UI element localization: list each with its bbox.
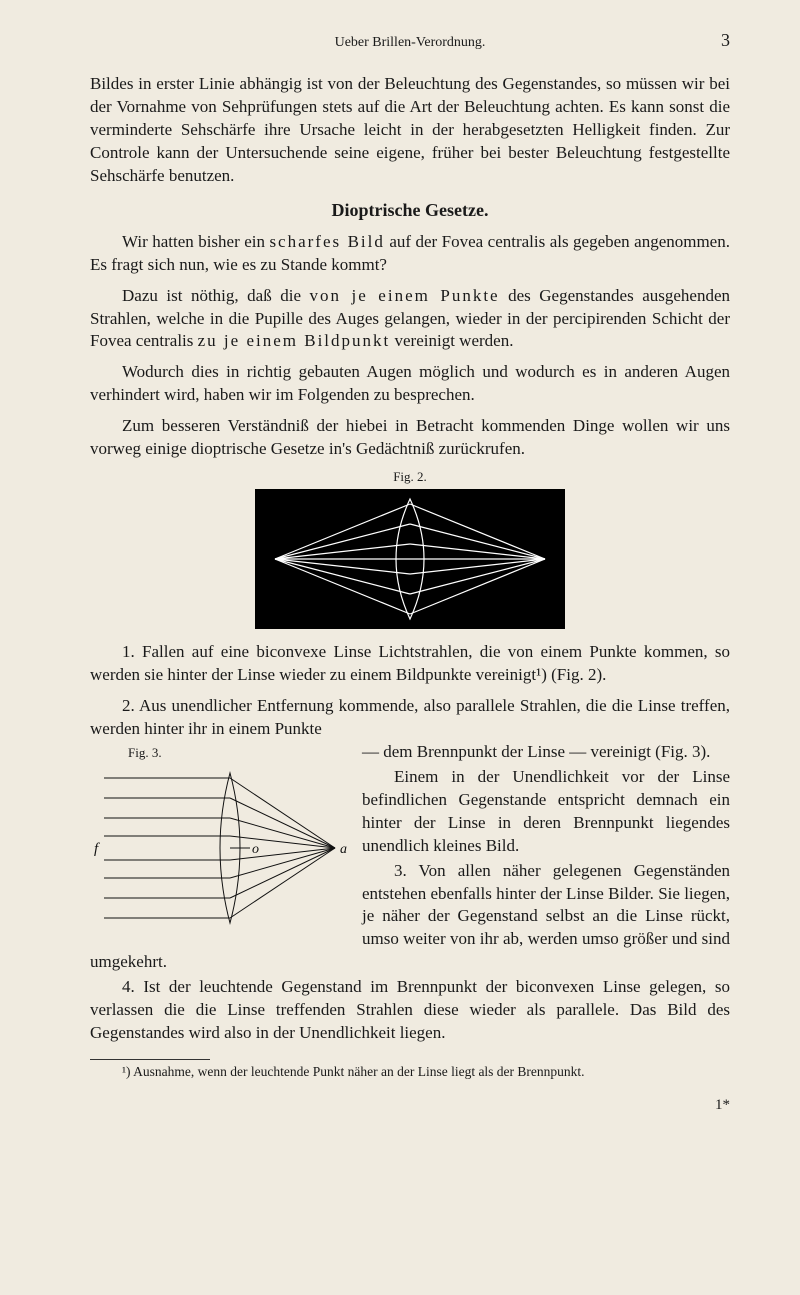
fig2-container bbox=[90, 489, 730, 629]
fig3-diagram: f o a bbox=[90, 763, 350, 933]
fig3-label-f: f bbox=[94, 841, 100, 857]
paragraph-5: Zum besseren Verständniß der hiebei in B… bbox=[90, 415, 730, 461]
p2-a: Wir hatten bisher ein bbox=[122, 232, 269, 251]
signature-mark: 1* bbox=[90, 1097, 730, 1114]
paragraph-7-lead: 2. Aus unendlicher Entfernung kommende, … bbox=[90, 695, 730, 741]
running-title: Ueber Brillen-Verordnung. bbox=[110, 35, 710, 51]
p3-d: zu je einem Bildpunkt bbox=[198, 331, 391, 350]
paragraph-1: Bildes in erster Linie abhängig ist von … bbox=[90, 73, 730, 188]
fig3-label: Fig. 3. bbox=[128, 745, 350, 761]
fig3-label-o: o bbox=[252, 842, 259, 857]
p3-a: Dazu ist nöthig, daß die bbox=[122, 286, 310, 305]
paragraph-2: Wir hatten bisher ein scharfes Bild auf … bbox=[90, 231, 730, 277]
paragraph-6: 1. Fallen auf eine biconvexe Linse Licht… bbox=[90, 641, 730, 687]
page-header: Ueber Brillen-Verordnung. 3 bbox=[90, 30, 730, 51]
fig2-label: Fig. 2. bbox=[90, 469, 730, 485]
fig3-block: Fig. 3. bbox=[90, 745, 350, 938]
fig3-wrap-block: Fig. 3. bbox=[90, 741, 730, 976]
fig2-diagram bbox=[255, 489, 565, 629]
paragraph-8: 4. Ist der leuchtende Gegenstand im Bren… bbox=[90, 976, 730, 1045]
paragraph-3: Dazu ist nöthig, daß die von je einem Pu… bbox=[90, 285, 730, 354]
footnote-rule bbox=[90, 1059, 210, 1060]
section-heading: Dioptrische Gesetze. bbox=[90, 200, 730, 221]
fig3-label-a: a bbox=[340, 842, 347, 857]
p3-e: vereinigt werden. bbox=[390, 331, 513, 350]
page-number: 3 bbox=[710, 30, 730, 51]
p2-b: scharfes Bild bbox=[269, 232, 384, 251]
paragraph-4: Wodurch dies in richtig gebauten Augen m… bbox=[90, 361, 730, 407]
page: Ueber Brillen-Verordnung. 3 Bildes in er… bbox=[0, 0, 800, 1295]
footnote: ¹) Ausnahme, wenn der leuchtende Punkt n… bbox=[90, 1064, 730, 1081]
p3-b: von je einem Punkte bbox=[310, 286, 500, 305]
